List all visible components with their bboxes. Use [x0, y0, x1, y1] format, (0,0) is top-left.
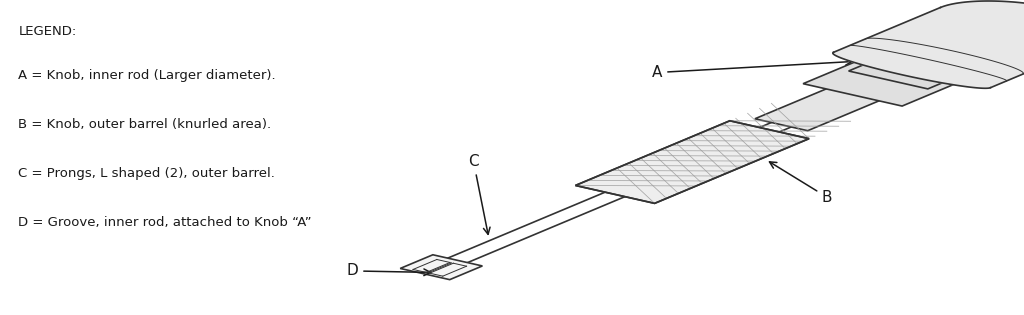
Text: A: A [652, 59, 852, 80]
Text: C: C [468, 154, 490, 234]
Text: B: B [769, 162, 833, 205]
Polygon shape [400, 255, 482, 280]
Text: A = Knob, inner rod (Larger diameter).: A = Knob, inner rod (Larger diameter). [18, 69, 276, 82]
Text: D: D [346, 263, 430, 278]
Polygon shape [849, 61, 951, 89]
Text: C = Prongs, L shaped (2), outer barrel.: C = Prongs, L shaped (2), outer barrel. [18, 167, 275, 180]
Polygon shape [833, 1, 1024, 88]
Polygon shape [803, 59, 962, 106]
Text: D = Groove, inner rod, attached to Knob “A”: D = Groove, inner rod, attached to Knob … [18, 216, 312, 229]
Text: LEGEND:: LEGEND: [18, 25, 77, 38]
Polygon shape [755, 88, 882, 131]
Polygon shape [575, 121, 809, 203]
Text: B = Knob, outer barrel (knurled area).: B = Knob, outer barrel (knurled area). [18, 118, 271, 131]
